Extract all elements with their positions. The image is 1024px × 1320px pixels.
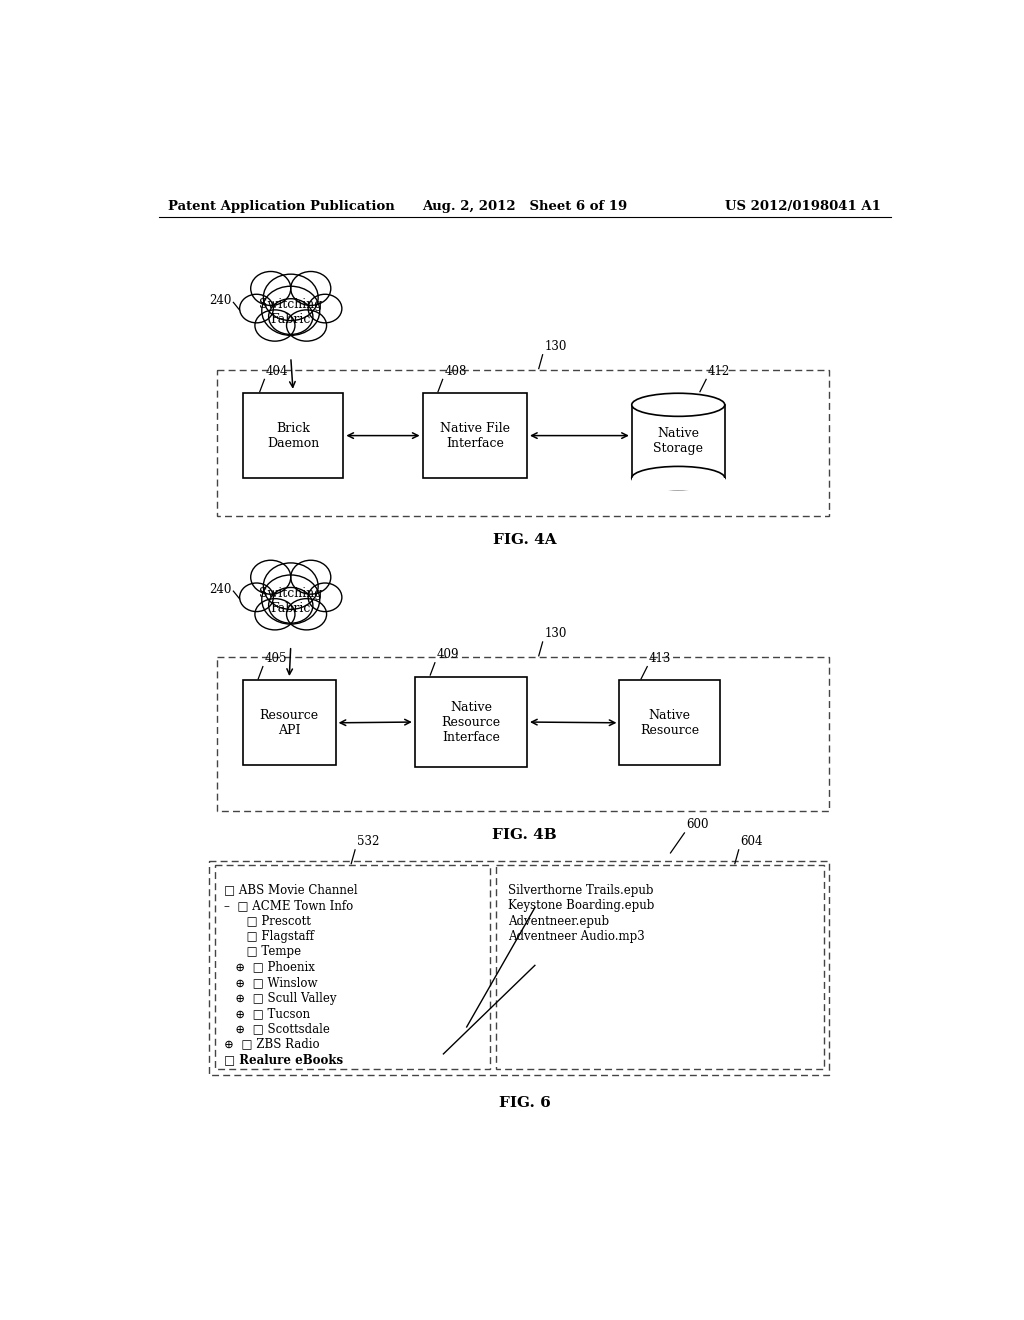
Text: Switching
Fabric: Switching Fabric [259, 298, 323, 326]
Bar [217, 657, 829, 812]
Bar [259, 586, 323, 618]
Ellipse shape [308, 294, 342, 323]
Ellipse shape [632, 466, 725, 490]
Ellipse shape [287, 310, 327, 341]
Bar [632, 405, 725, 478]
Bar [423, 393, 527, 478]
Text: Native
Storage: Native Storage [653, 428, 703, 455]
Text: 130: 130 [545, 627, 567, 640]
Text: Brick
Daemon: Brick Daemon [267, 421, 319, 450]
Text: 532: 532 [356, 836, 379, 849]
Text: Adventneer.epub: Adventneer.epub [508, 915, 609, 928]
Text: 404: 404 [266, 364, 289, 378]
Ellipse shape [291, 272, 331, 305]
Text: 600: 600 [686, 818, 709, 832]
Text: Adventneer Audio.mp3: Adventneer Audio.mp3 [508, 929, 644, 942]
Text: ⊕  □ ZBS Radio: ⊕ □ ZBS Radio [224, 1038, 319, 1051]
Text: 405: 405 [264, 652, 287, 665]
Bar [415, 677, 527, 767]
Ellipse shape [255, 310, 295, 341]
Ellipse shape [262, 576, 319, 624]
Text: Switching
Fabric: Switching Fabric [259, 587, 323, 615]
Bar [496, 866, 824, 1069]
Text: ⊕  □ Scottsdale: ⊕ □ Scottsdale [224, 1022, 330, 1035]
Text: 604: 604 [740, 836, 763, 849]
Ellipse shape [287, 599, 327, 630]
Ellipse shape [291, 560, 331, 594]
Text: ⊕  □ Phoenix: ⊕ □ Phoenix [224, 961, 315, 974]
Ellipse shape [240, 583, 273, 611]
Ellipse shape [251, 560, 291, 594]
Bar [209, 861, 829, 1074]
Text: 130: 130 [545, 341, 567, 354]
Text: FIG. 6: FIG. 6 [499, 1096, 551, 1110]
Text: FIG. 4A: FIG. 4A [493, 533, 557, 548]
Ellipse shape [263, 275, 318, 321]
Ellipse shape [240, 294, 273, 323]
Text: 412: 412 [708, 364, 730, 378]
Ellipse shape [251, 272, 291, 305]
Text: FIG. 4B: FIG. 4B [493, 829, 557, 842]
Bar [620, 681, 720, 766]
Bar [243, 681, 336, 766]
Text: –  □ ACME Town Info: – □ ACME Town Info [224, 899, 353, 912]
Bar [215, 866, 489, 1069]
Text: Native
Resource: Native Resource [640, 709, 699, 737]
Text: 409: 409 [436, 648, 459, 661]
Text: US 2012/0198041 A1: US 2012/0198041 A1 [725, 199, 882, 213]
Text: 408: 408 [444, 364, 467, 378]
Text: ⊕  □ Tucson: ⊕ □ Tucson [224, 1007, 310, 1020]
Text: 240: 240 [210, 294, 231, 308]
Text: □ Tempe: □ Tempe [224, 945, 301, 958]
Text: Resource
API: Resource API [260, 709, 318, 737]
Text: Aug. 2, 2012   Sheet 6 of 19: Aug. 2, 2012 Sheet 6 of 19 [422, 199, 628, 213]
Text: Patent Application Publication: Patent Application Publication [168, 199, 395, 213]
Text: Keystone Boarding.epub: Keystone Boarding.epub [508, 899, 654, 912]
Bar [217, 370, 829, 516]
Text: ⊕  □ Scull Valley: ⊕ □ Scull Valley [224, 991, 337, 1005]
Text: 240: 240 [210, 583, 231, 597]
Text: □ Realure eBooks: □ Realure eBooks [224, 1053, 343, 1067]
Text: □ ABS Movie Channel: □ ABS Movie Channel [224, 884, 357, 896]
Text: 413: 413 [649, 652, 671, 665]
Text: Native
Resource
Interface: Native Resource Interface [441, 701, 501, 743]
Text: Silverthorne Trails.epub: Silverthorne Trails.epub [508, 884, 653, 896]
Ellipse shape [268, 298, 313, 334]
Ellipse shape [255, 599, 295, 630]
Ellipse shape [632, 393, 725, 416]
Ellipse shape [308, 583, 342, 611]
Ellipse shape [268, 587, 313, 623]
Text: Native File
Interface: Native File Interface [440, 421, 510, 450]
Text: ⊕  □ Winslow: ⊕ □ Winslow [224, 977, 317, 989]
Text: □ Flagstaff: □ Flagstaff [224, 929, 314, 942]
Text: □ Prescott: □ Prescott [224, 915, 311, 928]
Bar [243, 393, 343, 478]
Bar [259, 297, 323, 329]
Ellipse shape [262, 286, 319, 335]
Bar [632, 478, 725, 490]
Ellipse shape [263, 562, 318, 610]
